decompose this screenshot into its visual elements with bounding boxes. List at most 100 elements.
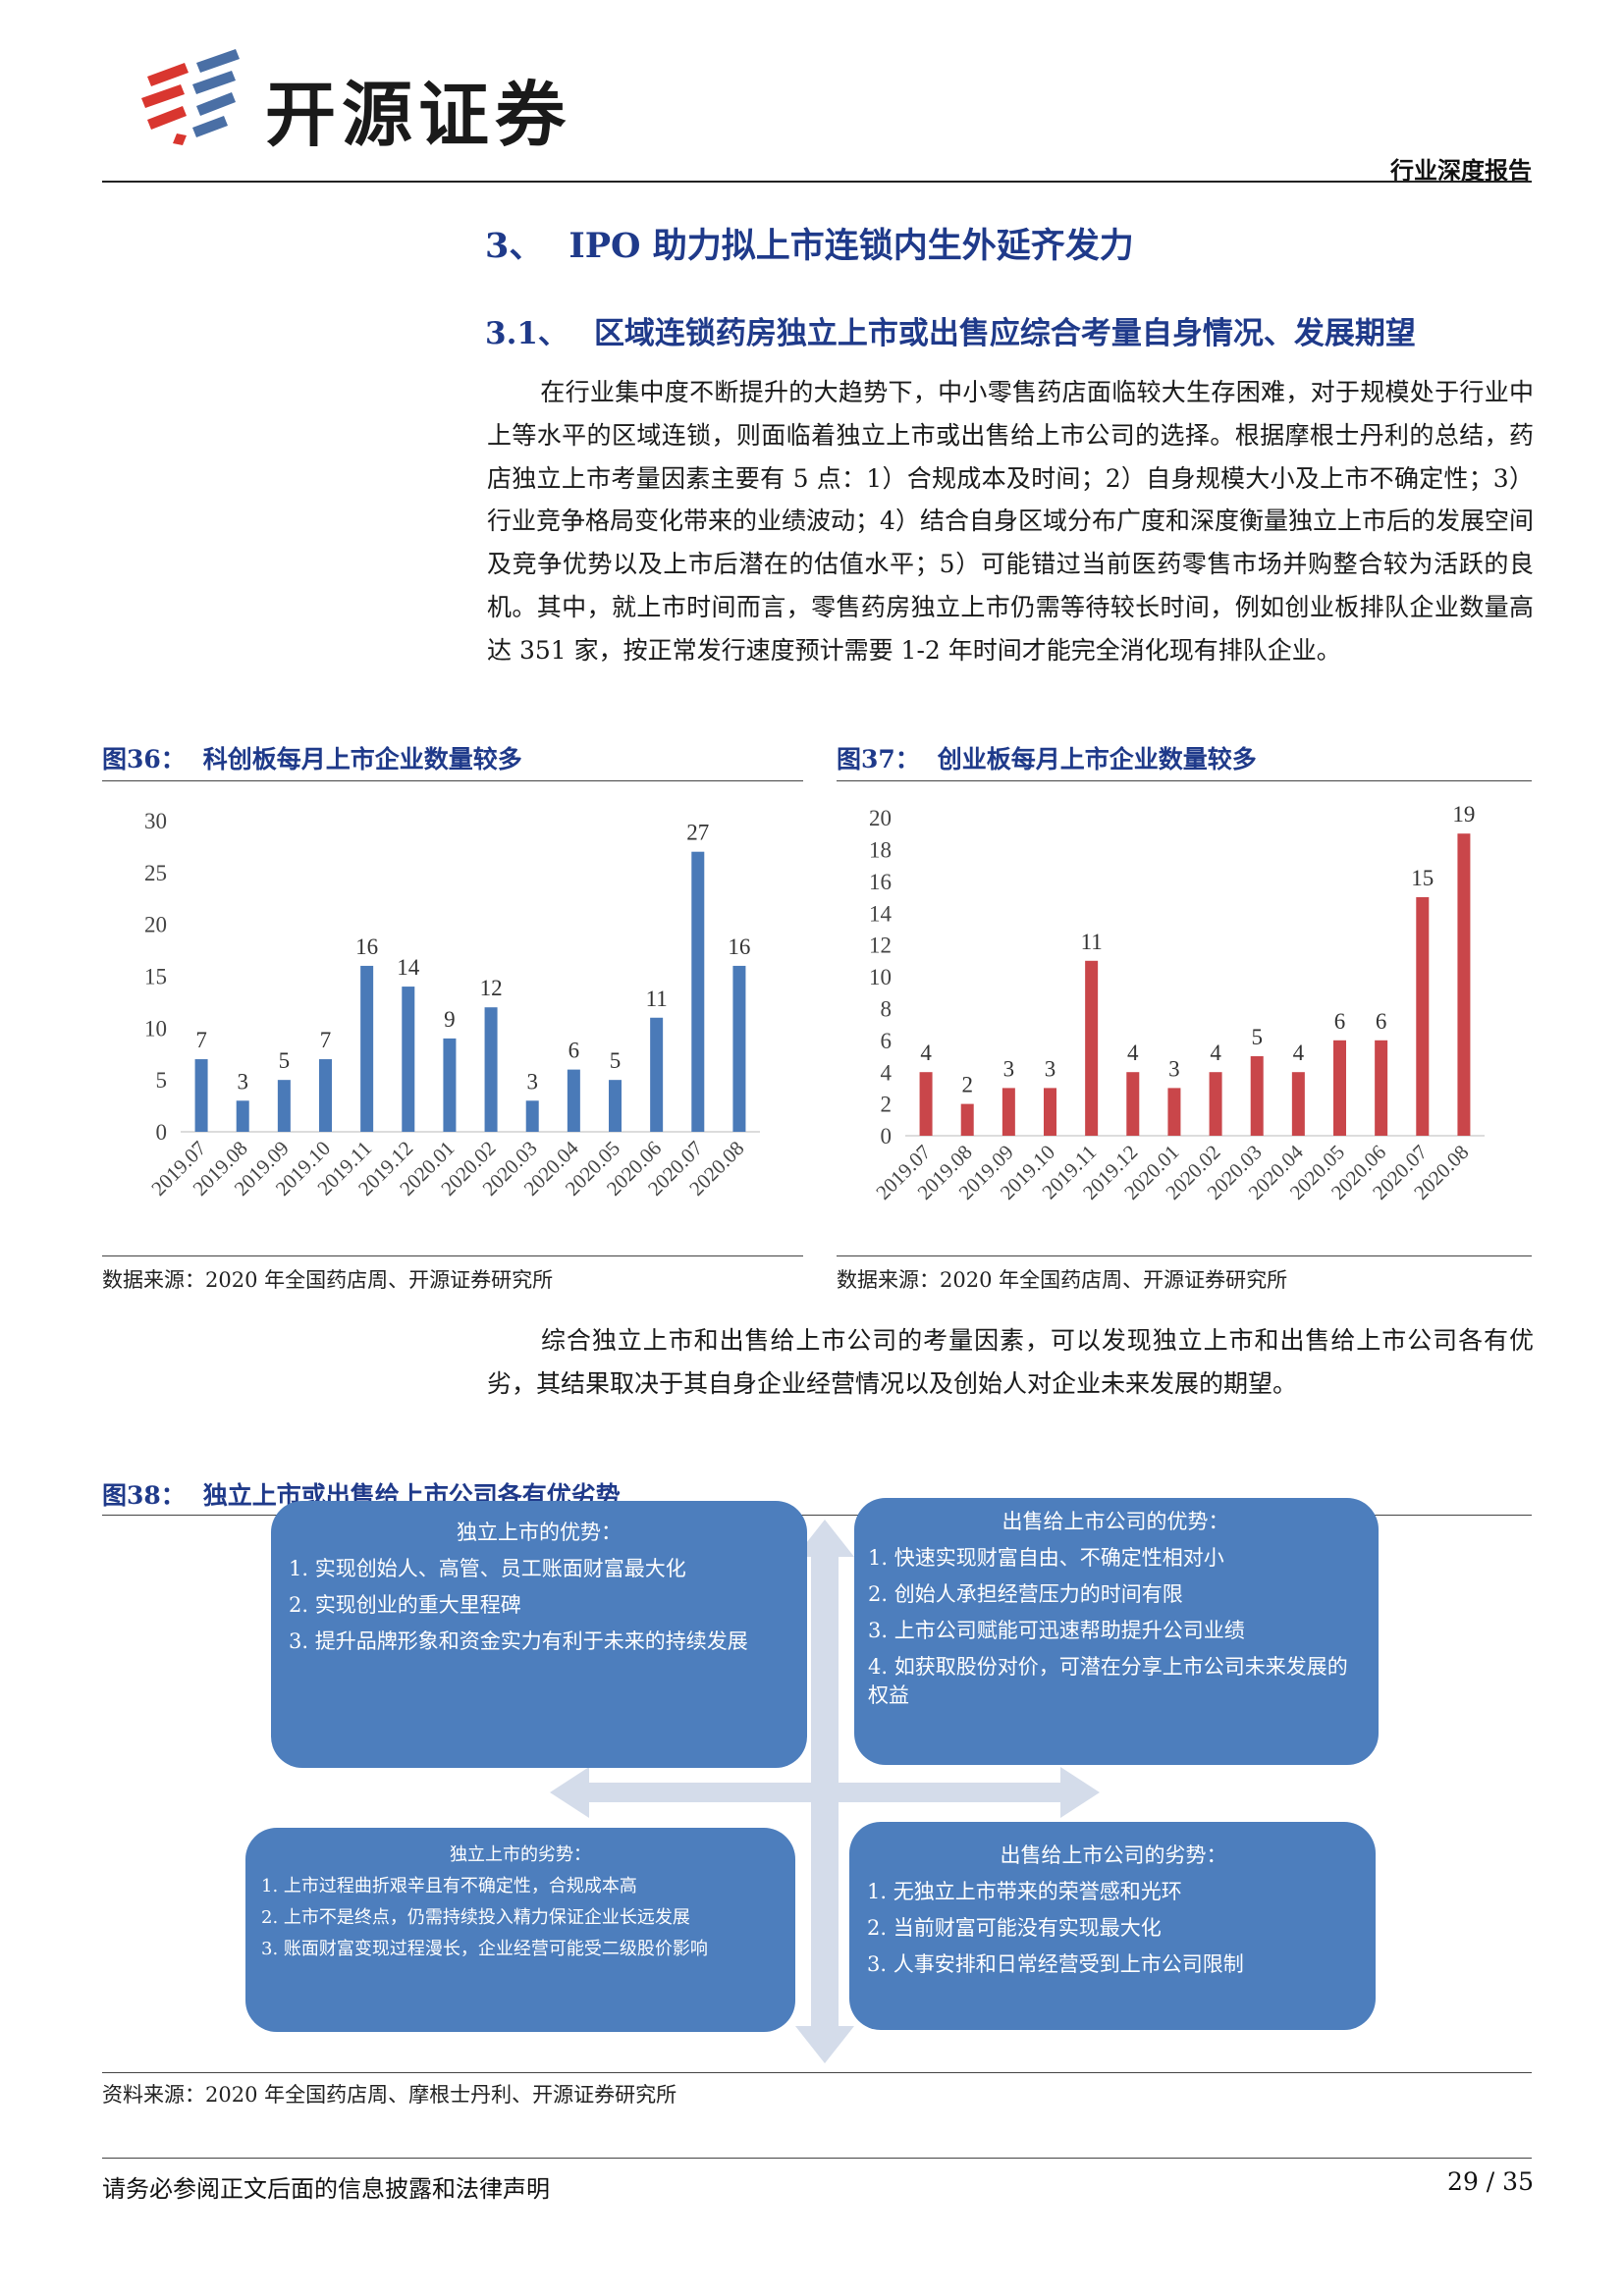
- brand-logo-icon: [141, 49, 240, 145]
- figure-38-bottom-rule: [102, 2072, 1532, 2073]
- bar: [567, 1069, 580, 1132]
- data-label: 11: [1081, 930, 1103, 954]
- y-tick-label: 2: [881, 1093, 893, 1117]
- sell-advantages-title: 出售给上市公司的优势：: [1001, 1510, 1229, 1533]
- figure-37-caption: 创业板每月上市企业数量较多: [937, 745, 1257, 774]
- data-label: 4: [1210, 1041, 1221, 1065]
- data-label: 4: [1127, 1041, 1139, 1065]
- y-tick-label: 4: [881, 1060, 893, 1085]
- bar: [1167, 1088, 1181, 1136]
- figure-36-title: 图36： 科创板每月上市企业数量较多: [102, 740, 522, 775]
- data-label: 6: [1376, 1009, 1387, 1034]
- ipo-advantages-item: 1. 实现创始人、高管、员工账面财富最大化: [289, 1557, 686, 1580]
- figure-38-top-rule: [102, 1515, 1532, 1516]
- data-label: 19: [1452, 802, 1475, 827]
- bar: [1457, 833, 1471, 1136]
- y-tick-label: 16: [869, 870, 892, 894]
- bar: [650, 1017, 664, 1132]
- chart-kechuang-monthly-listings: 05101520253072019.0732019.0852019.097201…: [144, 809, 760, 1201]
- page-number: 29 / 35: [1447, 2167, 1534, 2196]
- paragraph-2-text: 综合独立上市和出售给上市公司的考量因素，可以发现独立上市和出售给上市公司各有优劣…: [487, 1326, 1534, 1398]
- data-label: 3: [237, 1069, 248, 1094]
- y-tick-label: 0: [156, 1120, 168, 1145]
- bar: [443, 1038, 457, 1132]
- ipo-disadvantages-title: 独立上市的劣势：: [450, 1844, 591, 1865]
- figure-37-top-rule: [837, 780, 1532, 781]
- bar: [732, 965, 746, 1132]
- data-label: 9: [444, 1007, 456, 1032]
- figure-37-label: 图37：: [837, 745, 920, 774]
- bar: [1375, 1040, 1388, 1136]
- ipo-advantages-item: 3. 提升品牌形象和资金实力有利于未来的持续发展: [289, 1629, 748, 1653]
- y-tick-label: 6: [881, 1029, 893, 1053]
- bar: [360, 965, 374, 1132]
- data-label: 7: [320, 1028, 332, 1052]
- header-divider: [102, 181, 1532, 183]
- data-label: 6: [1334, 1009, 1346, 1034]
- y-tick-label: 20: [144, 913, 167, 937]
- figure-36-bottom-rule: [102, 1255, 803, 1256]
- sell-advantages-item: 3. 上市公司赋能可迅速帮助提升公司业绩: [868, 1619, 1245, 1642]
- subsection-heading: 3.1、 区域连锁药房独立上市或出售应综合考量自身情况、发展期望: [485, 308, 1416, 352]
- data-label: 14: [397, 955, 420, 980]
- y-tick-label: 25: [144, 861, 167, 885]
- y-tick-label: 10: [869, 965, 892, 989]
- figure-36-label: 图36：: [102, 745, 186, 774]
- y-tick-label: 20: [869, 806, 892, 830]
- figure-37-source: 数据来源：2020 年全国药店周、开源证券研究所: [837, 1268, 1288, 1292]
- bar: [484, 1007, 498, 1132]
- subsection-number: 3.1、: [485, 316, 568, 351]
- sell-disadvantages-title: 出售给上市公司的劣势：: [1000, 1843, 1227, 1867]
- data-label: 12: [480, 976, 503, 1000]
- chart-chuangye-monthly-listings: 0246810121416182042019.0722019.0832019.0…: [869, 802, 1485, 1204]
- sell-advantages-item: 1. 快速实现财富自由、不确定性相对小: [868, 1546, 1224, 1570]
- bar: [194, 1059, 208, 1132]
- figure-36-caption: 科创板每月上市企业数量较多: [202, 745, 522, 774]
- sell-advantages-box: 出售给上市公司的优势： 1. 快速实现财富自由、不确定性相对小 2. 创始人承担…: [854, 1498, 1379, 1765]
- data-label: 16: [355, 934, 378, 959]
- bar: [1001, 1088, 1015, 1136]
- bar: [236, 1100, 249, 1132]
- bar: [1044, 1088, 1056, 1136]
- bar: [691, 851, 705, 1132]
- bar: [1416, 897, 1430, 1136]
- ipo-disadvantages-item: 2. 上市不是终点，仍需持续投入精力保证企业长远发展: [261, 1907, 690, 1928]
- y-tick-label: 5: [156, 1068, 168, 1093]
- quadrant-cross-arrows: [550, 1520, 1100, 2063]
- paragraph-2: 综合独立上市和出售给上市公司的考量因素，可以发现独立上市和出售给上市公司各有优劣…: [487, 1319, 1534, 1406]
- data-label: 11: [646, 987, 668, 1011]
- data-label: 6: [568, 1039, 580, 1063]
- footer-divider: [102, 2158, 1532, 2159]
- ipo-disadvantages-box: 独立上市的劣势： 1. 上市过程曲折艰辛且有不确定性，合规成本高 2. 上市不是…: [245, 1828, 795, 2032]
- paragraph-1: 在行业集中度不断提升的大趋势下，中小零售药店面临较大生存困难，对于规模处于行业中…: [487, 371, 1534, 672]
- section-number: 3、: [485, 226, 544, 266]
- section-heading: 3、 IPO 助力拟上市连锁内生外延齐发力: [485, 218, 1134, 268]
- report-type: 行业深度报告: [1390, 156, 1532, 185]
- section-title: IPO 助力拟上市连锁内生外延齐发力: [568, 226, 1134, 266]
- data-label: 2: [961, 1073, 973, 1097]
- bar: [919, 1072, 933, 1136]
- bar: [1126, 1072, 1140, 1136]
- ipo-advantages-title: 独立上市的优势：: [457, 1521, 622, 1544]
- bar: [1085, 960, 1099, 1136]
- sell-advantages-item: 4. 如获取股份对价，可潜在分享上市公司未来发展的权益: [868, 1655, 1348, 1707]
- ipo-disadvantages-item: 1. 上市过程曲折艰辛且有不确定性，合规成本高: [261, 1876, 637, 1896]
- figure-36-source: 数据来源：2020 年全国药店周、开源证券研究所: [102, 1268, 554, 1292]
- data-label: 4: [920, 1041, 932, 1065]
- ipo-disadvantages-item: 3. 账面财富变现过程漫长，企业经营可能受二级股价影响: [261, 1939, 708, 1959]
- data-label: 5: [610, 1048, 622, 1073]
- bar: [1291, 1072, 1305, 1136]
- data-label: 3: [1168, 1056, 1180, 1081]
- data-label: 16: [728, 934, 750, 959]
- bar: [609, 1080, 622, 1132]
- sell-disadvantages-item: 3. 人事安排和日常经营受到上市公司限制: [867, 1952, 1244, 1976]
- y-tick-label: 12: [869, 934, 892, 958]
- bar: [1250, 1056, 1264, 1136]
- bar: [1209, 1072, 1222, 1136]
- figure-38-label: 图38：: [102, 1481, 186, 1510]
- data-label: 7: [195, 1028, 207, 1052]
- data-label: 27: [686, 821, 709, 845]
- sell-advantages-item: 2. 创始人承担经营压力的时间有限: [868, 1582, 1183, 1606]
- y-tick-label: 10: [144, 1016, 167, 1041]
- data-label: 3: [526, 1069, 538, 1094]
